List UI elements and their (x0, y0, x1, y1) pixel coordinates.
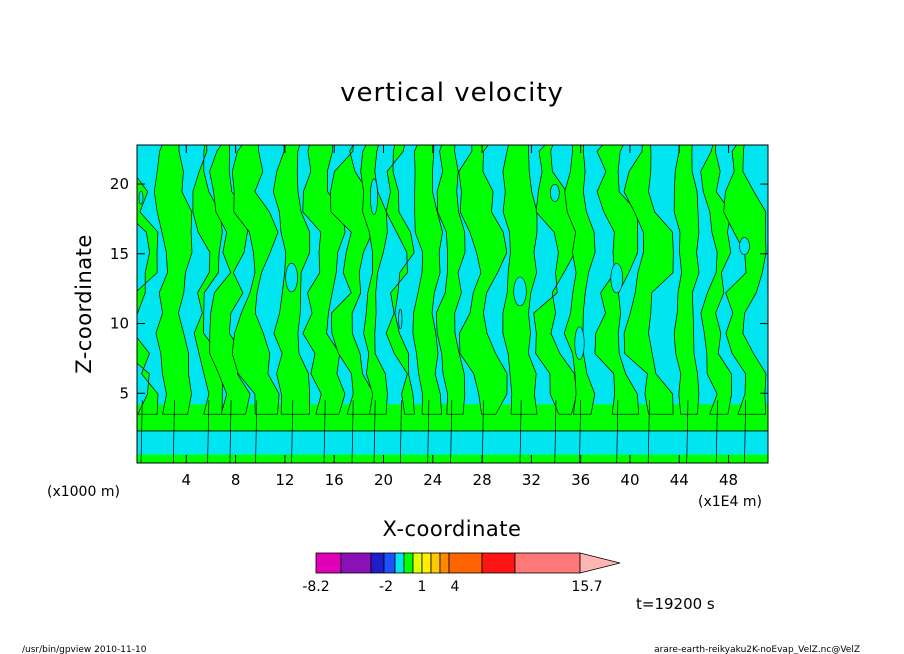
contour-hole (610, 263, 623, 294)
time-label: t=19200 s (636, 595, 715, 613)
contour-line (172, 400, 175, 463)
footer-right-text: arare-earth-reikyaku2K-noEvap_VelZ.nc@Ve… (654, 645, 860, 654)
contour-line (554, 400, 557, 463)
contour-hole (398, 308, 403, 330)
plot-frame (136, 144, 769, 464)
y-tick-label: 10 (110, 315, 129, 333)
y-axis-ticks: 5 10 15 20 (110, 175, 768, 402)
contour-line (686, 400, 689, 463)
colorbar-segment (421, 552, 432, 574)
contour-line (616, 400, 619, 463)
contour-plume (723, 145, 767, 415)
colorbar-segment (370, 552, 385, 574)
contour-plume (673, 145, 700, 415)
x-unit-right-label: (x1E4 m) (698, 494, 762, 510)
x-tick-label: 44 (670, 471, 689, 489)
contour-plume (385, 145, 415, 415)
colorbar-segment (514, 552, 581, 574)
x-axis-label: X-coordinate (383, 517, 522, 541)
contour-line (579, 400, 582, 463)
colorbar-tick-label: 15.7 (571, 579, 602, 595)
colorbar-tick-label: -2 (379, 579, 393, 595)
contour-line (255, 400, 258, 463)
colorbar (315, 552, 621, 574)
contour-line (207, 400, 210, 463)
contour-line (519, 400, 522, 463)
y-tick-label: 20 (110, 175, 129, 193)
x-tick-label: 16 (325, 471, 344, 489)
contour-hole (370, 178, 378, 215)
colorbar-arrow (579, 552, 621, 574)
contour-hole (138, 190, 144, 205)
chart-title: vertical velocity (340, 78, 564, 108)
contour-line (715, 400, 718, 463)
x-tick-label: 8 (231, 471, 241, 489)
contour-plume (360, 145, 388, 415)
colorbar-segment (481, 552, 516, 574)
contour-plume (412, 145, 443, 415)
contour-line (323, 400, 326, 463)
footer-left-text: /usr/bin/gpview 2010-11-10 (22, 645, 147, 654)
contour-hole (285, 262, 298, 293)
contour-plume (231, 145, 280, 415)
x-unit-label: (x1000 m) (47, 484, 120, 500)
x-tick-label: 24 (423, 471, 442, 489)
contour-plume (623, 145, 674, 415)
contour-plume (435, 145, 466, 415)
colorbar-tick-label: 4 (451, 579, 460, 595)
colorbar-tick-label: -8.2 (302, 579, 329, 595)
contour-line (427, 400, 430, 463)
contour-line (351, 400, 354, 463)
y-tick-label: 5 (119, 384, 129, 402)
contour-plume (533, 145, 578, 415)
contour-field (137, 145, 768, 463)
contour-plume (458, 145, 508, 415)
x-tick-label: 4 (182, 471, 192, 489)
x-tick-label: 48 (719, 471, 738, 489)
colorbar-segment (439, 552, 450, 574)
colorbar-segment (315, 552, 342, 574)
colorbar-segment (383, 552, 396, 574)
x-axis-ticks: 4 8 12 16 20 24 28 32 36 40 44 48 (182, 145, 738, 489)
x-tick-label: 12 (275, 471, 294, 489)
x-tick-label: 36 (571, 471, 590, 489)
contour-line (140, 400, 143, 463)
colorbar-tick-label: 1 (418, 579, 427, 595)
contour-line (373, 400, 376, 463)
contour-line (744, 400, 747, 463)
contour-line (647, 400, 650, 463)
contour-line (399, 400, 402, 463)
colorbar-tick-labels: -8.2 -2 1 4 15.7 (302, 579, 602, 595)
contour-hole (739, 237, 750, 255)
contour-plume (192, 145, 223, 415)
contour-band (137, 454, 768, 463)
contour-line (481, 400, 484, 463)
contour-line (450, 400, 453, 463)
x-tick-label: 40 (620, 471, 639, 489)
contour-line (229, 400, 232, 463)
colorbar-segment (394, 552, 405, 574)
y-tick-label: 15 (110, 245, 129, 263)
contour-line (291, 400, 294, 463)
contour-plume (153, 145, 193, 415)
x-tick-label: 32 (522, 471, 541, 489)
colorbar-segment (430, 552, 441, 574)
x-tick-label: 28 (473, 471, 492, 489)
y-axis-label: Z-coordinate (72, 234, 96, 374)
contour-hole (574, 326, 585, 360)
contour-hole (549, 183, 560, 202)
colorbar-segment (412, 552, 423, 574)
colorbar-segment (448, 552, 483, 574)
contour-hole (513, 276, 527, 307)
x-tick-label: 20 (374, 471, 393, 489)
colorbar-segment (403, 552, 414, 574)
colorbar-segment (340, 552, 372, 574)
contour-plume (137, 145, 159, 415)
